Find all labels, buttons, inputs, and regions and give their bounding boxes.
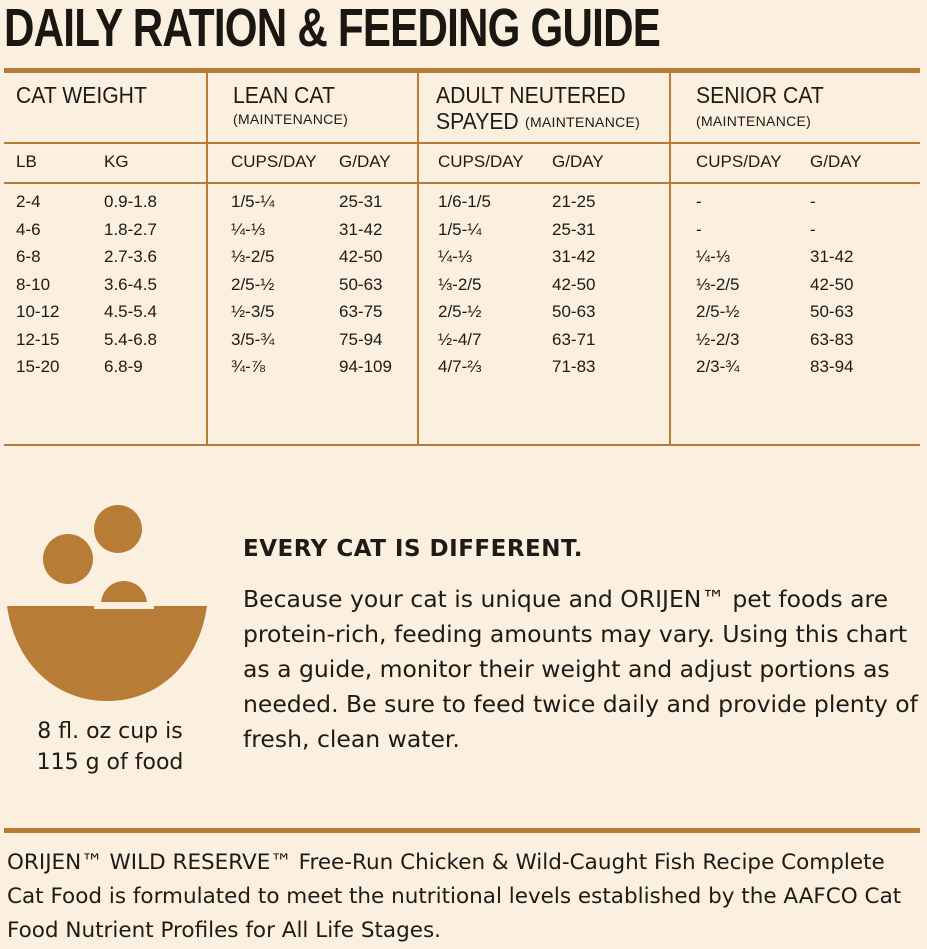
table-cell: - xyxy=(810,219,816,239)
column-header: CUPS/DAY xyxy=(231,152,317,171)
group-subheader-adult: (MAINTENANCE) xyxy=(525,114,641,130)
cup-note-line: 8 fl. oz cup is xyxy=(37,719,183,744)
table-cell: 71-83 xyxy=(552,357,596,376)
table-cell: 50-63 xyxy=(552,302,596,321)
table-cell: 6.8-9 xyxy=(104,357,143,376)
table-cell: 6-8 xyxy=(16,247,41,266)
table-cell: ⅓-2/5 xyxy=(696,274,740,294)
group-subheader-senior-cat: (MAINTENANCE) xyxy=(696,113,812,129)
page-title: DAILY RATION & FEEDING GUIDE xyxy=(4,0,661,58)
group-header-senior-cat: SENIOR CAT xyxy=(696,82,824,108)
table-bottom-rule xyxy=(4,444,920,446)
table-cell: ¾-⅞ xyxy=(231,357,266,376)
table-cell: ⅓-2/5 xyxy=(438,274,482,294)
table-cell: 50-63 xyxy=(810,302,854,321)
table-cell: ¼-⅓ xyxy=(696,247,731,266)
table-cell: 15-20 xyxy=(16,357,60,376)
table-cell: 4.5-5.4 xyxy=(104,302,157,321)
column-header: CUPS/DAY xyxy=(438,152,524,171)
cup-note-line: 115 g of food xyxy=(36,750,184,775)
table-cell: 1/5-¼ xyxy=(231,192,275,211)
table-divider xyxy=(206,72,208,445)
table-cell: 1.8-2.7 xyxy=(104,219,157,239)
table-cell: 42-50 xyxy=(339,247,383,266)
table-cell: ½-4/7 xyxy=(438,329,482,349)
footer-text: ORIJEN™ WILD RESERVE™ Free-Run Chicken &… xyxy=(7,850,902,943)
bowl-with-kibble-icon xyxy=(7,505,207,701)
table-cell: 94-109 xyxy=(339,357,392,376)
table-cell: 4-6 xyxy=(16,219,41,239)
table-cell: ⅓-2/5 xyxy=(231,247,275,266)
table-cell: 31-42 xyxy=(552,247,596,266)
info-body: Because your cat is unique and ORIJEN™ p… xyxy=(243,585,918,753)
group-header-cat-weight: CAT WEIGHT xyxy=(16,82,147,108)
group-header-lean-cat: LEAN CAT xyxy=(233,82,335,108)
table-cell: - xyxy=(810,192,816,211)
table-cell: 31-42 xyxy=(339,219,383,239)
table-cell: 0.9-1.8 xyxy=(104,192,157,211)
table-cell: 2.7-3.6 xyxy=(104,247,157,266)
table-cell: 10-12 xyxy=(16,302,60,321)
table-cell: 1/6-1/5 xyxy=(438,192,491,211)
table-cell: ½-2/3 xyxy=(696,329,740,349)
table-cell: 25-31 xyxy=(339,192,383,211)
table-cell: 1/5-¼ xyxy=(438,219,482,239)
table-cell: ¼-⅓ xyxy=(438,247,473,266)
column-header: G/DAY xyxy=(552,152,604,171)
footer-rule xyxy=(4,828,920,833)
table-columns-rule xyxy=(4,182,920,184)
table-cell: 25-31 xyxy=(552,219,596,239)
table-cell: 75-94 xyxy=(339,329,383,349)
table-cell: 8-10 xyxy=(16,274,51,294)
cup-note: 8 fl. oz cup is 115 g of food xyxy=(20,716,200,778)
table-cell: 50-63 xyxy=(339,274,383,294)
table-cell: 42-50 xyxy=(810,274,854,294)
table-cell: 63-75 xyxy=(339,302,383,321)
table-cell: - xyxy=(696,219,702,239)
table-cell: 3/5-¾ xyxy=(231,329,275,349)
column-header: G/DAY xyxy=(810,152,862,171)
table-divider xyxy=(417,72,419,445)
table-cell: 2/5-½ xyxy=(231,274,275,294)
table-cell: 5.4-6.8 xyxy=(104,329,157,349)
table-cell: 42-50 xyxy=(552,274,596,294)
column-header: LB xyxy=(16,152,37,171)
table-cell: 4/7-⅔ xyxy=(438,357,482,376)
table-cell: ½-3/5 xyxy=(231,302,275,321)
table-cell: 2-4 xyxy=(16,192,41,211)
group-header-adult-line2: SPAYED xyxy=(436,108,519,134)
table-cell: 2/5-½ xyxy=(696,302,740,321)
table-divider xyxy=(669,72,671,445)
table-cell: 83-94 xyxy=(810,357,854,376)
table-cell: 12-15 xyxy=(16,329,60,349)
column-header: KG xyxy=(104,152,129,171)
table-cell: 3.6-4.5 xyxy=(104,274,157,294)
table-cell: 63-83 xyxy=(810,329,854,349)
table-top-rule xyxy=(4,68,920,73)
table-cell: 2/5-½ xyxy=(438,302,482,321)
table-cell: 63-71 xyxy=(552,329,596,349)
table-cell: 21-25 xyxy=(552,192,596,211)
column-header: CUPS/DAY xyxy=(696,152,782,171)
info-heading: EVERY CAT IS DIFFERENT. xyxy=(243,536,583,562)
table-cell: ¼-⅓ xyxy=(231,219,266,239)
group-subheader-lean-cat: (MAINTENANCE) xyxy=(233,111,349,127)
table-cell: - xyxy=(696,192,702,211)
table-cell: 31-42 xyxy=(810,247,854,266)
table-cell: 2/3-¾ xyxy=(696,357,740,376)
column-header: G/DAY xyxy=(339,152,391,171)
group-header-adult: ADULT NEUTERED xyxy=(436,82,626,108)
table-header-rule xyxy=(4,142,920,144)
